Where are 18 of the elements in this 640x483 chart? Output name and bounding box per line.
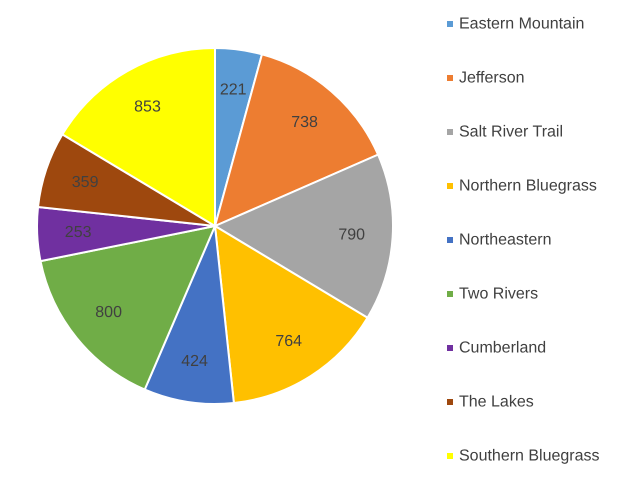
data-label: 853 <box>134 98 161 116</box>
legend-label: Salt River Trail <box>459 124 564 140</box>
legend-label: Two Rivers <box>459 286 538 302</box>
legend-label: Jefferson <box>459 70 525 86</box>
data-label: 790 <box>338 226 366 244</box>
data-label: 738 <box>291 114 318 131</box>
data-label: 253 <box>64 224 92 241</box>
data-label: 359 <box>72 174 99 191</box>
data-label: 424 <box>181 352 208 370</box>
legend-label: Eastern Mountain <box>459 16 584 32</box>
legend-label: The Lakes <box>459 394 534 410</box>
legend-label: Southern Bluegrass <box>459 448 600 464</box>
data-label: 221 <box>220 82 247 99</box>
legend-label: Cumberland <box>459 340 546 356</box>
legend-label: Northeastern <box>459 232 552 248</box>
data-label: 764 <box>275 333 302 350</box>
data-label: 800 <box>95 304 122 321</box>
legend-label: Northern Bluegrass <box>459 178 597 194</box>
